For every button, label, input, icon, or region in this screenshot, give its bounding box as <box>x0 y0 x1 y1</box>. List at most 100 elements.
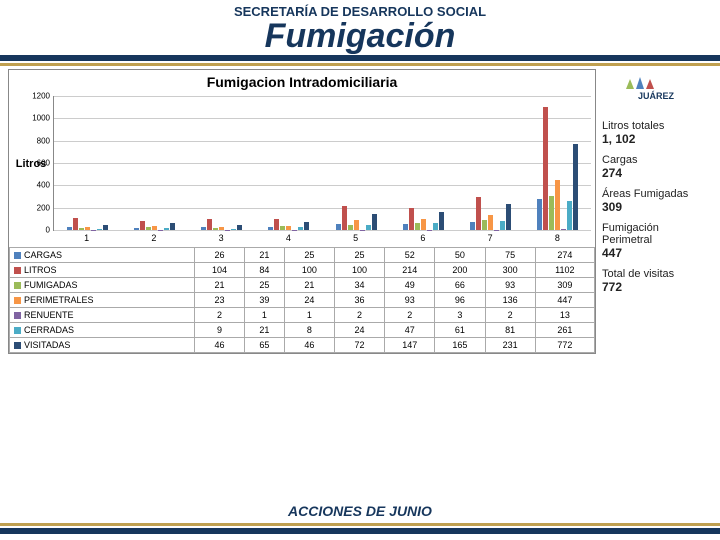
table-cell: 21 <box>245 248 285 263</box>
x-tick: 7 <box>457 231 524 245</box>
table-cell: 214 <box>385 263 435 278</box>
table-cell: 26 <box>194 248 244 263</box>
stat-item: Cargas274 <box>602 154 710 180</box>
x-tick: 1 <box>53 231 120 245</box>
table-cell: 309 <box>535 278 594 293</box>
x-axis: 12345678 <box>53 231 591 245</box>
bar <box>140 221 145 230</box>
table-cell: 75 <box>485 248 535 263</box>
table-cell: 24 <box>334 323 384 338</box>
stat-item: Fumigación Perimetral447 <box>602 222 710 260</box>
table-cell: 231 <box>485 338 535 353</box>
table-cell: 2 <box>194 308 244 323</box>
divider-gold <box>0 63 720 66</box>
bar <box>573 144 578 230</box>
legend-swatch-icon <box>14 327 21 334</box>
bar <box>482 220 487 230</box>
table-cell: 13 <box>535 308 594 323</box>
legend-swatch-icon <box>14 312 21 319</box>
x-tick: 4 <box>255 231 322 245</box>
table-cell: 447 <box>535 293 594 308</box>
y-tick: 0 <box>26 226 50 235</box>
bar <box>97 229 102 230</box>
table-row: VISITADAS46654672147165231772 <box>10 338 595 353</box>
chart-title: Fumigacion Intradomiciliaria <box>9 70 595 96</box>
bar <box>415 223 420 230</box>
bar <box>421 219 426 230</box>
bar <box>567 201 572 230</box>
bar <box>286 226 291 230</box>
table-cell: 8 <box>284 323 334 338</box>
table-row: CARGAS26212525525075274 <box>10 248 595 263</box>
table-cell: 39 <box>245 293 285 308</box>
table-cell: 300 <box>485 263 535 278</box>
table-cell: 72 <box>334 338 384 353</box>
table-cell: 65 <box>245 338 285 353</box>
table-row: FUMIGADAS21252134496693309 <box>10 278 595 293</box>
bar-group <box>390 96 457 230</box>
table-cell: 81 <box>485 323 535 338</box>
bar <box>506 204 511 230</box>
svg-text:JUÁREZ: JUÁREZ <box>638 91 675 101</box>
row-header: PERIMETRALES <box>10 293 195 308</box>
table-cell: 2 <box>485 308 535 323</box>
row-header: LITROS <box>10 263 195 278</box>
bar <box>500 221 505 230</box>
table-cell: 147 <box>385 338 435 353</box>
table-cell: 1102 <box>535 263 594 278</box>
table-cell: 200 <box>435 263 485 278</box>
table-row: CERRADAS921824476181261 <box>10 323 595 338</box>
bars-layer <box>54 96 591 230</box>
table-cell: 34 <box>334 278 384 293</box>
bar <box>403 224 408 230</box>
legend-swatch-icon <box>14 267 21 274</box>
bar <box>439 212 444 230</box>
bar <box>207 219 212 230</box>
y-tick: 200 <box>26 203 50 212</box>
table-cell: 23 <box>194 293 244 308</box>
stat-item: Litros totales1, 102 <box>602 120 710 146</box>
footer: ACCIONES DE JUNIO <box>0 497 720 536</box>
bar <box>134 228 139 230</box>
bar <box>219 227 224 230</box>
table-cell: 261 <box>535 323 594 338</box>
bar <box>170 223 175 230</box>
bar-group <box>323 96 390 230</box>
table-cell: 24 <box>284 293 334 308</box>
x-tick: 2 <box>120 231 187 245</box>
bar-group <box>54 96 121 230</box>
table-cell: 2 <box>385 308 435 323</box>
bar-group <box>457 96 524 230</box>
bar <box>549 196 554 231</box>
bar <box>73 218 78 230</box>
table-cell: 100 <box>284 263 334 278</box>
bar <box>348 225 353 230</box>
divider-navy <box>0 55 720 61</box>
legend-swatch-icon <box>14 282 21 289</box>
table-cell: 93 <box>385 293 435 308</box>
bar <box>231 229 236 230</box>
bar <box>201 227 206 230</box>
table-cell: 21 <box>245 323 285 338</box>
divider-navy <box>0 528 720 534</box>
table-cell: 21 <box>194 278 244 293</box>
table-cell: 1 <box>284 308 334 323</box>
table-cell: 274 <box>535 248 594 263</box>
table-cell: 9 <box>194 323 244 338</box>
bar <box>79 228 84 230</box>
table-cell: 93 <box>485 278 535 293</box>
bar <box>268 227 273 230</box>
bar-group <box>121 96 188 230</box>
bar <box>237 225 242 230</box>
y-tick: 600 <box>26 159 50 168</box>
bar-group <box>524 96 591 230</box>
side-panel: JUÁREZ Litros totales1, 102Cargas274Área… <box>596 69 712 354</box>
stat-item: Total de visitas772 <box>602 268 710 294</box>
bar <box>543 107 548 230</box>
table-cell: 61 <box>435 323 485 338</box>
bar <box>366 225 371 230</box>
bar <box>409 208 414 230</box>
table-cell: 104 <box>194 263 244 278</box>
row-header: FUMIGADAS <box>10 278 195 293</box>
bar <box>488 215 493 230</box>
